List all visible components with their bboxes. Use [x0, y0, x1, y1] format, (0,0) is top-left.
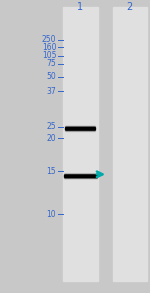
Bar [63, 7, 98, 281]
Text: 105: 105 [42, 51, 56, 60]
Text: 75: 75 [46, 59, 56, 68]
Text: 10: 10 [47, 210, 56, 219]
Text: 25: 25 [47, 122, 56, 131]
Text: 160: 160 [42, 43, 56, 52]
Text: 37: 37 [46, 87, 56, 96]
Text: 50: 50 [46, 72, 56, 81]
Text: 1: 1 [77, 2, 83, 12]
Text: 15: 15 [47, 167, 56, 176]
Text: 250: 250 [42, 35, 56, 44]
Text: 20: 20 [47, 134, 56, 143]
Bar [112, 7, 147, 281]
Text: 2: 2 [127, 2, 133, 12]
